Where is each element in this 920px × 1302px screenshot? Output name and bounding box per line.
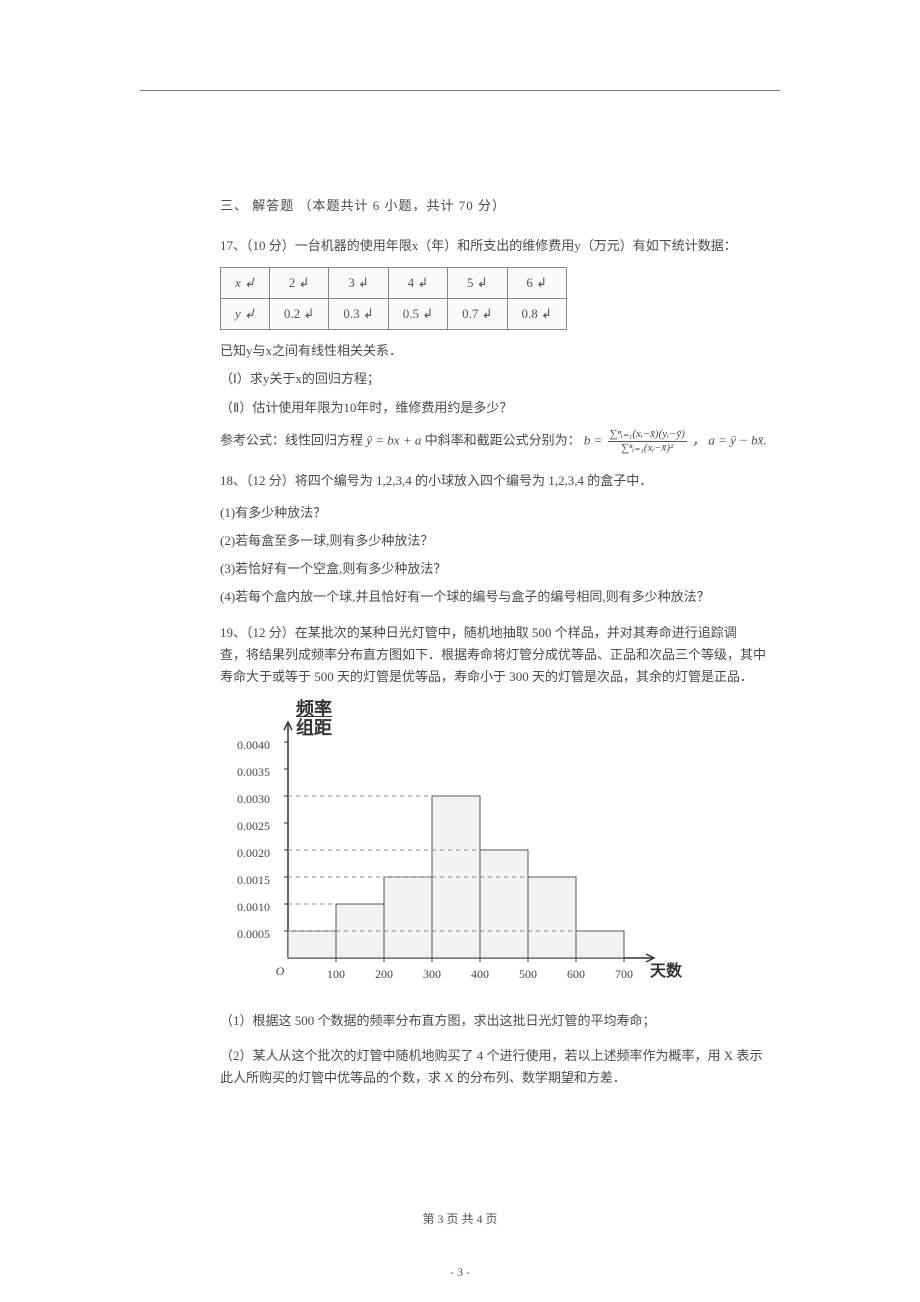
table-row: x ↲ 2 ↲ 3 ↲ 4 ↲ 5 ↲ 6 ↲ xyxy=(221,268,567,299)
y-axis-title: 频率 组距 xyxy=(296,700,332,738)
cell: 3 ↲ xyxy=(329,268,388,299)
q18-p4: (4)若每个盒内放一个球,并且恰好有一个球的编号与盒子的编号相同,则有多少种放法… xyxy=(220,586,840,608)
x-tick-label: 500 xyxy=(508,964,548,984)
page-number: - 3 - xyxy=(0,1265,920,1280)
q19-q2-line1: （2）某人从这个批次的灯管中随机地购买了 4 个进行使用，若以上述频率作为概率，… xyxy=(220,1048,762,1063)
cell: y ↲ xyxy=(221,299,270,330)
q18-p3: (3)若恰好有一个空盒,则有多少种放法？ xyxy=(220,558,840,580)
y-title-top: 频率 xyxy=(296,700,332,719)
x-axis-title: 天数 xyxy=(650,958,682,985)
cell: 5 ↲ xyxy=(448,268,507,299)
y-tick-label: 0.0015 xyxy=(210,870,270,890)
table-row: y ↲ 0.2 ↲ 0.3 ↲ 0.5 ↲ 0.7 ↲ 0.8 ↲ xyxy=(221,299,567,330)
cell: 0.7 ↲ xyxy=(448,299,507,330)
q17-part1: （Ⅰ）求y关于x的回归方程； xyxy=(220,368,840,390)
q17-known: 已知y与x之间有线性相关关系． xyxy=(220,340,840,362)
q19-stem-line2: 查，将结果列成频率分布直方图如下．根据寿命将灯管分成优等品、正品和次品三个等级，… xyxy=(220,647,766,662)
x-tick-label: 700 xyxy=(604,964,644,984)
x-tick-label: 200 xyxy=(364,964,404,984)
cell: 4 ↲ xyxy=(388,268,447,299)
cell: 6 ↲ xyxy=(507,268,566,299)
q17-table: x ↲ 2 ↲ 3 ↲ 4 ↲ 5 ↲ 6 ↲ y ↲ 0.2 ↲ 0.3 ↲ … xyxy=(220,267,567,330)
q19-stem-line3: 寿命大于或等于 500 天的灯管是优等品，寿命小于 300 天的灯管是次品，其余… xyxy=(220,669,753,684)
cell: 0.2 ↲ xyxy=(269,299,328,330)
page: 三、 解答题 （本题共计 6 小题，共计 70 分） 17、（10 分）一台机器… xyxy=(0,0,920,1302)
histogram-svg xyxy=(210,698,730,998)
x-tick-label: 300 xyxy=(412,964,452,984)
q18-stem: 18、（12 分）将四个编号为 1,2,3,4 的小球放入四个编号为 1,2,3… xyxy=(220,470,840,492)
y-tick-label: 0.0020 xyxy=(210,843,270,863)
q19-stem: 19、（12 分）在某批次的某种日光灯管中，随机地抽取 500 个样品，并对其寿… xyxy=(220,622,840,688)
cell: 2 ↲ xyxy=(269,268,328,299)
x-tick-label: 600 xyxy=(556,964,596,984)
fraction: ∑ⁿᵢ₌₁(xᵢ−x̄)(yᵢ−ȳ) ∑ⁿᵢ₌₁(xᵢ−x̄)² xyxy=(608,429,687,454)
cell: 0.5 ↲ xyxy=(388,299,447,330)
y-tick-label: 0.0005 xyxy=(210,924,270,944)
b-eq: b = xyxy=(584,432,606,447)
cell: 0.8 ↲ xyxy=(507,299,566,330)
ref-tail: ， a = ȳ − bx̄. xyxy=(692,432,767,447)
q17-reference-formula: 参考公式：线性回归方程 ŷ = bx + a 中斜率和截距公式分别为： b = … xyxy=(220,429,840,454)
y-tick-label: 0.0025 xyxy=(210,816,270,836)
ref-mid: 中斜率和截距公式分别为： xyxy=(425,432,581,447)
y-tick-label: 0.0010 xyxy=(210,897,270,917)
q19-stem-line1: 19、（12 分）在某批次的某种日光灯管中，随机地抽取 500 个样品，并对其寿… xyxy=(220,625,737,640)
q17-part2: （Ⅱ）估计使用年限为10年时，维修费用约是多少？ xyxy=(220,397,840,419)
q17-stem: 17、（10 分）一台机器的使用年限x（年）和所支出的维修费用y（万元）有如下统… xyxy=(220,235,840,257)
origin-label: O xyxy=(270,961,290,981)
cell: x ↲ xyxy=(221,268,270,299)
content-area: 三、 解答题 （本题共计 6 小题，共计 70 分） 17、（10 分）一台机器… xyxy=(220,195,840,1093)
q18-p1: (1)有多少种放法？ xyxy=(220,502,840,524)
q19-q1: （1）根据这 500 个数据的频率分布直方图，求出这批日光灯管的平均寿命； xyxy=(220,1010,840,1032)
ref-eq: ŷ = bx + a xyxy=(366,432,421,447)
q18-p2: (2)若每盒至多一球,则有多少种放法？ xyxy=(220,530,840,552)
y-title-bot: 组距 xyxy=(296,718,332,738)
y-tick-label: 0.0030 xyxy=(210,789,270,809)
frac-num: ∑ⁿᵢ₌₁(xᵢ−x̄)(yᵢ−ȳ) xyxy=(608,429,687,442)
q19-q2: （2）某人从这个批次的灯管中随机地购买了 4 个进行使用，若以上述频率作为概率，… xyxy=(220,1045,840,1089)
page-footer: 第 3 页 共 4 页 xyxy=(0,1210,920,1227)
y-tick-label: 0.0035 xyxy=(210,762,270,782)
top-rule xyxy=(140,90,780,91)
section-title: 三、 解答题 （本题共计 6 小题，共计 70 分） xyxy=(220,195,840,217)
q19-q2-line2: 此人所购买的灯管中优等品的个数，求 X 的分布列、数学期望和方差． xyxy=(220,1070,626,1085)
frac-den: ∑ⁿᵢ₌₁(xᵢ−x̄)² xyxy=(608,442,687,454)
ref-label: 参考公式：线性回归方程 xyxy=(220,432,363,447)
x-tick-label: 400 xyxy=(460,964,500,984)
y-tick-label: 0.0040 xyxy=(210,735,270,755)
x-tick-label: 100 xyxy=(316,964,356,984)
histogram: 频率 组距 0.0040 0.0035 0.0030 0.0025 0.0020 0.00… xyxy=(210,698,730,998)
cell: 0.3 ↲ xyxy=(329,299,388,330)
